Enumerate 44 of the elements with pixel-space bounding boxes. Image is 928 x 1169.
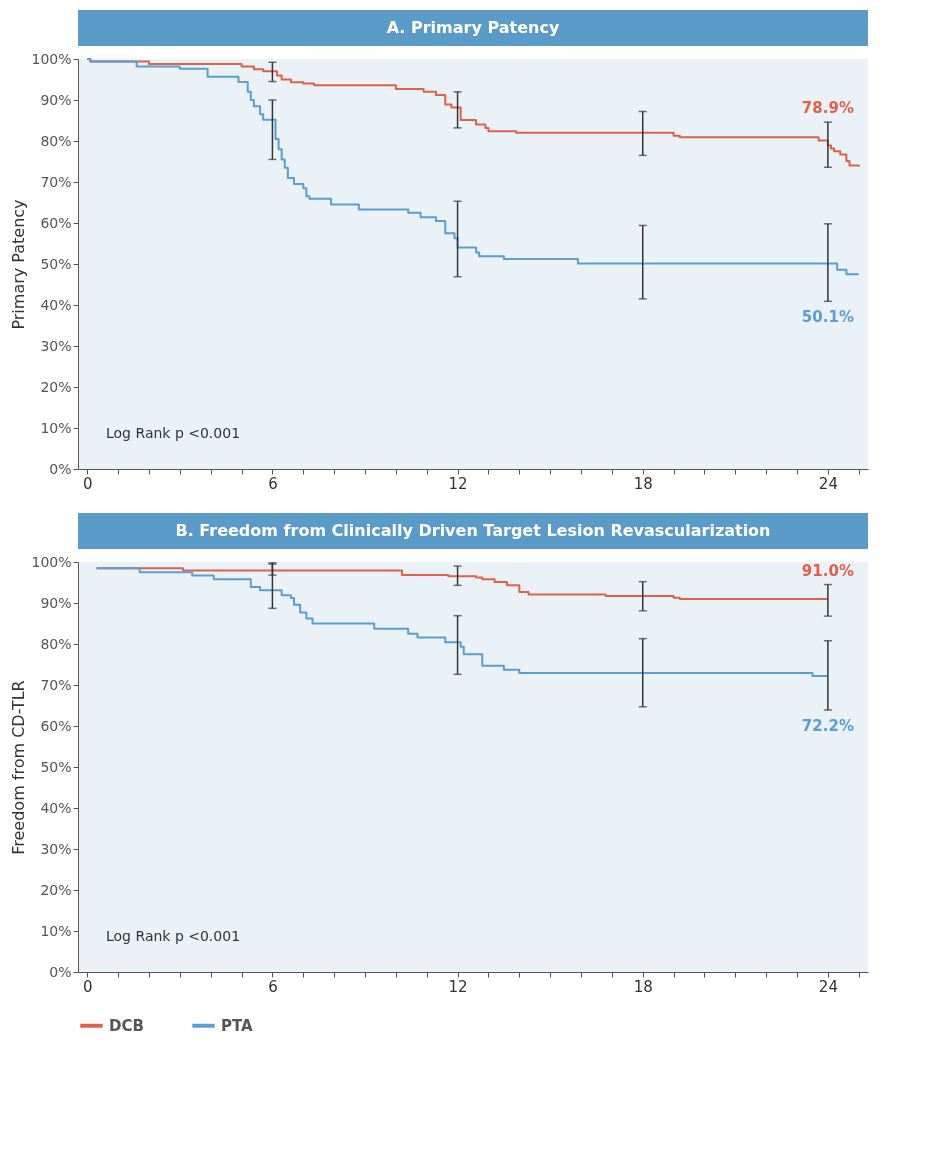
y-tick-label: 70% bbox=[40, 173, 72, 190]
x-tick-label: 6 bbox=[268, 474, 278, 493]
x-tick-label: 18 bbox=[633, 474, 653, 493]
data-label: 50.1% bbox=[801, 308, 854, 327]
chart-title: B. Freedom from Clinically Driven Target Lesion Revascularization bbox=[175, 521, 771, 540]
y-tick-label: 50% bbox=[40, 255, 72, 272]
x-tick-label: 24 bbox=[818, 474, 838, 493]
y-axis-title: Primary Patency bbox=[9, 199, 29, 330]
y-tick-label: 80% bbox=[40, 635, 72, 652]
y-tick-label: 70% bbox=[40, 676, 72, 693]
y-tick-label: 10% bbox=[40, 922, 72, 939]
y-tick-label: 80% bbox=[40, 132, 72, 149]
y-tick-label: 20% bbox=[40, 881, 72, 898]
y-tick-label: 40% bbox=[40, 799, 72, 816]
annotation: Log Rank p <0.001 bbox=[106, 425, 241, 441]
x-tick-label: 12 bbox=[448, 474, 468, 493]
y-tick-label: 100% bbox=[31, 50, 72, 67]
legend-label: DCB bbox=[109, 1016, 144, 1035]
y-tick-label: 60% bbox=[40, 214, 72, 231]
y-tick-label: 60% bbox=[40, 717, 72, 734]
y-tick-label: 30% bbox=[40, 337, 72, 354]
y-tick-label: 0% bbox=[49, 460, 72, 477]
y-tick-label: 10% bbox=[40, 419, 72, 436]
annotation: Log Rank p <0.001 bbox=[106, 928, 241, 944]
legend-label: PTA bbox=[221, 1016, 254, 1035]
x-tick-label: 24 bbox=[818, 977, 838, 996]
y-tick-label: 40% bbox=[40, 296, 72, 313]
y-tick-label: 0% bbox=[49, 963, 72, 980]
y-tick-label: 90% bbox=[40, 594, 72, 611]
x-tick-label: 18 bbox=[633, 977, 653, 996]
data-label: 78.9% bbox=[801, 99, 854, 118]
data-label: 72.2% bbox=[801, 717, 854, 736]
x-tick-label: 12 bbox=[448, 977, 468, 996]
y-tick-label: 30% bbox=[40, 840, 72, 857]
y-tick-label: 90% bbox=[40, 91, 72, 108]
data-label: 91.0% bbox=[801, 561, 854, 580]
x-tick-label: 0 bbox=[82, 474, 93, 493]
y-tick-label: 20% bbox=[40, 378, 72, 395]
y-tick-label: 100% bbox=[31, 553, 72, 570]
y-tick-label: 50% bbox=[40, 758, 72, 775]
y-axis-title: Freedom from CD-TLR bbox=[9, 680, 29, 855]
chart-title: A. Primary Patency bbox=[386, 18, 560, 37]
x-tick-label: 0 bbox=[82, 977, 93, 996]
x-tick-label: 6 bbox=[268, 977, 278, 996]
